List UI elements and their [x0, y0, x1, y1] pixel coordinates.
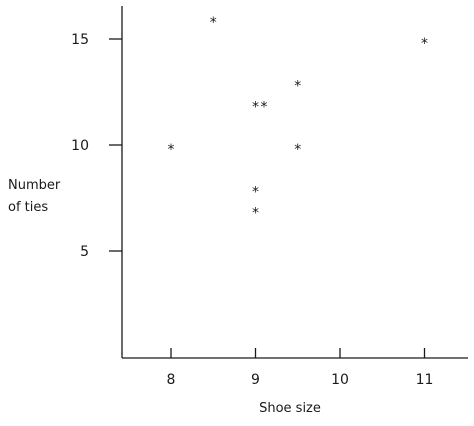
data-point: *	[252, 184, 259, 200]
x-axis-label: Shoe size	[259, 401, 321, 416]
y-tick-label: 5	[80, 244, 89, 260]
y-tick-label: 15	[71, 32, 89, 48]
data-point: *	[294, 142, 301, 158]
y-axis-label: Number of ties	[8, 178, 64, 215]
data-point: *	[210, 15, 217, 31]
data-point: *	[252, 100, 259, 116]
data-point: *	[421, 36, 428, 52]
data-point: *	[260, 100, 267, 116]
x-tick-label: 8	[167, 372, 176, 388]
data-points: *** ******	[168, 15, 429, 222]
x-tick-label: 9	[251, 372, 260, 388]
data-point: *	[252, 206, 259, 222]
y-axis-label-line-1: Number	[8, 178, 61, 193]
x-tick-label: 11	[416, 372, 434, 388]
axes	[121, 6, 468, 359]
data-point: *	[294, 78, 301, 94]
y-tick-label: 10	[71, 138, 89, 154]
data-point: *	[168, 142, 175, 158]
y-axis-label-line-2: of ties	[8, 200, 48, 215]
x-ticks: 8 9 10 11	[167, 348, 434, 388]
y-ticks: 5 10 15	[71, 32, 122, 260]
x-tick-label: 10	[331, 372, 349, 388]
